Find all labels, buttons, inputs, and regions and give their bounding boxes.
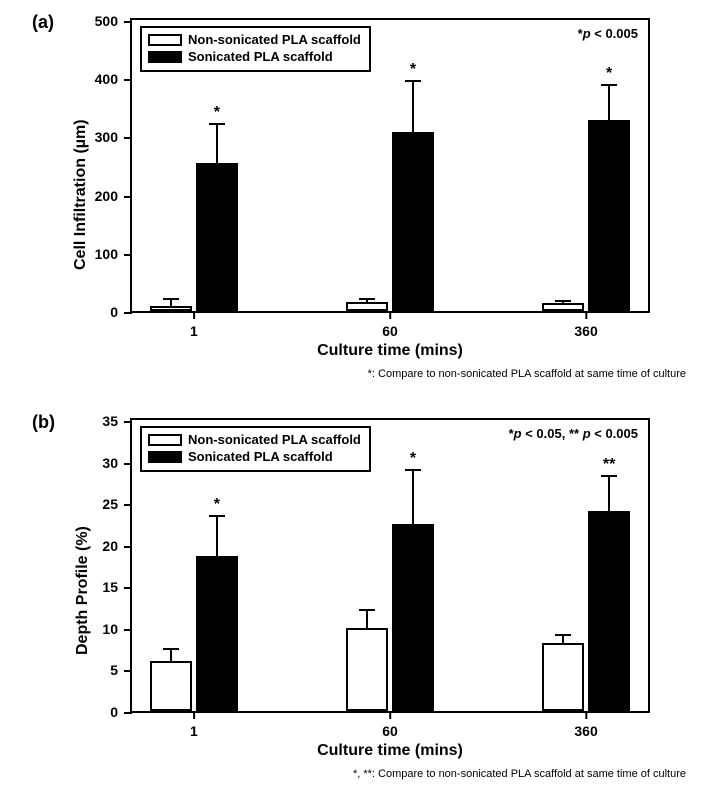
error-cap	[601, 84, 617, 86]
legend-swatch	[148, 34, 182, 46]
error-bar	[170, 649, 172, 661]
error-cap	[359, 609, 375, 611]
panel-b-plot: 05101520253035160360****Non-sonicated PL…	[130, 418, 650, 713]
panel-b: (b) Depth Profile (%) 0 5 10 15 20 25 30 35 1 60 3…	[0, 400, 716, 786]
legend-item: Sonicated PLA scaffold	[148, 49, 361, 66]
y-tick: 500	[95, 13, 132, 29]
bar	[150, 306, 192, 311]
error-cap	[555, 634, 571, 636]
error-bar	[608, 85, 610, 120]
error-cap	[555, 300, 571, 302]
bar	[542, 643, 584, 711]
error-bar	[412, 470, 414, 524]
panel-b-xlabel: Culture time (mins)	[130, 742, 650, 760]
error-bar	[562, 635, 564, 643]
legend-swatch	[148, 51, 182, 63]
bar	[542, 303, 584, 311]
x-tick: 1	[190, 311, 198, 339]
panel-b-ylabel: Depth Profile (%)	[74, 526, 92, 655]
figure-page: (a) Cell Infiltration (µm) 0100200300400…	[0, 0, 716, 786]
x-tick: 360	[574, 311, 597, 339]
y-tick: 400	[95, 71, 132, 87]
bar	[588, 120, 630, 311]
legend-label: Sonicated PLA scaffold	[188, 449, 333, 466]
error-cap	[359, 298, 375, 300]
error-bar	[412, 81, 414, 132]
significance-marker: *	[410, 61, 416, 79]
legend-item: Non-sonicated PLA scaffold	[148, 432, 361, 449]
error-bar	[366, 610, 368, 628]
error-cap	[405, 80, 421, 82]
bar	[392, 132, 434, 311]
error-cap	[209, 515, 225, 517]
panel-a-ylabel: Cell Infiltration (µm)	[72, 119, 90, 270]
bar	[196, 163, 238, 311]
panel-b-label: (b)	[32, 412, 55, 433]
y-tick: 200	[95, 188, 132, 204]
significance-marker: *	[606, 65, 612, 83]
error-cap	[601, 475, 617, 477]
y-tick: 25	[102, 496, 132, 512]
error-cap	[163, 648, 179, 650]
panel-a-plot: 0100200300400500160360***Non-sonicated P…	[130, 18, 650, 313]
y-tick: 0	[110, 304, 132, 320]
significance-marker: *	[214, 496, 220, 514]
significance-note: *p < 0.005	[578, 26, 638, 41]
y-tick: 20	[102, 538, 132, 554]
panel-a-footnote: *: Compare to non-sonicated PLA scaffold…	[368, 368, 686, 380]
bar	[588, 511, 630, 711]
panel-a-xlabel: Culture time (mins)	[130, 342, 650, 360]
x-tick: 360	[574, 711, 597, 739]
bar	[346, 628, 388, 711]
significance-note: *p < 0.05, ** p < 0.005	[509, 426, 638, 441]
legend-label: Sonicated PLA scaffold	[188, 49, 333, 66]
panel-b-footnote: *, **: Compare to non-sonicated PLA scaf…	[353, 768, 686, 780]
y-tick: 10	[102, 621, 132, 637]
significance-marker: *	[410, 450, 416, 468]
error-bar	[216, 516, 218, 556]
legend-item: Sonicated PLA scaffold	[148, 449, 361, 466]
y-tick: 5	[110, 662, 132, 678]
x-tick: 1	[190, 711, 198, 739]
significance-marker: **	[603, 456, 615, 474]
legend-label: Non-sonicated PLA scaffold	[188, 32, 361, 49]
panel-a-label: (a)	[32, 12, 54, 33]
x-tick: 60	[382, 311, 398, 339]
legend-swatch	[148, 434, 182, 446]
bar	[150, 661, 192, 711]
legend-item: Non-sonicated PLA scaffold	[148, 32, 361, 49]
y-tick: 100	[95, 246, 132, 262]
error-cap	[163, 298, 179, 300]
legend-label: Non-sonicated PLA scaffold	[188, 432, 361, 449]
error-cap	[405, 469, 421, 471]
legend-swatch	[148, 451, 182, 463]
error-bar	[608, 476, 610, 511]
legend: Non-sonicated PLA scaffoldSonicated PLA …	[140, 26, 371, 72]
bar	[196, 556, 238, 711]
y-tick: 0	[110, 704, 132, 720]
y-tick: 15	[102, 579, 132, 595]
y-tick: 35	[102, 413, 132, 429]
error-cap	[209, 123, 225, 125]
panel-a: (a) Cell Infiltration (µm) 0 100 200 300 400…	[0, 0, 716, 400]
bar	[392, 524, 434, 711]
error-bar	[216, 124, 218, 163]
x-tick: 60	[382, 711, 398, 739]
y-tick: 30	[102, 455, 132, 471]
y-tick: 300	[95, 129, 132, 145]
legend: Non-sonicated PLA scaffoldSonicated PLA …	[140, 426, 371, 472]
bar	[346, 302, 388, 311]
significance-marker: *	[214, 104, 220, 122]
